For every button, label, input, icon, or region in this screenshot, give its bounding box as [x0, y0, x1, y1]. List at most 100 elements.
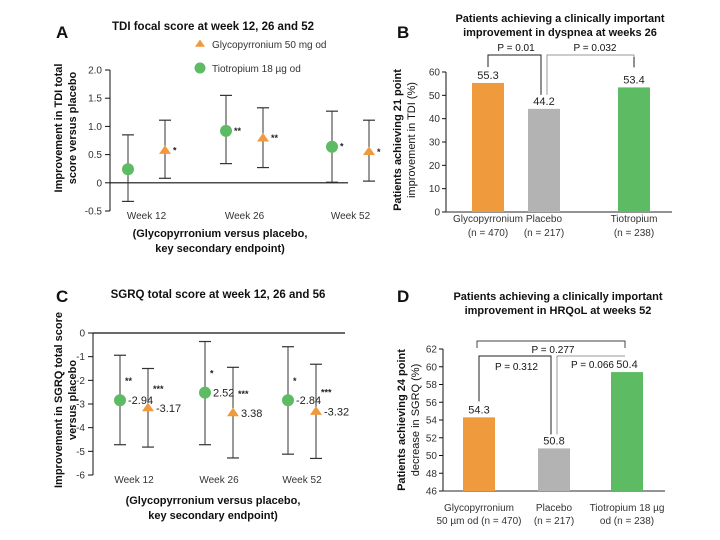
data-point-circle — [282, 394, 294, 407]
significance-marker: * — [210, 369, 214, 379]
bar-value-label: 50.8 — [543, 435, 564, 447]
bar-tiotropium — [611, 372, 643, 491]
x-tick-label: Tiotropium — [611, 214, 658, 225]
y-tick-label: 58 — [426, 380, 438, 391]
x-axis-label: key secondary endpoint) — [155, 243, 285, 255]
data-point-circle — [114, 394, 126, 407]
y-axis-label: Improvement in TDI total score versus pla… — [53, 64, 79, 193]
y-tick-label: 2.0 — [88, 66, 102, 77]
y-tick-label: 46 — [426, 487, 438, 498]
comparison-bracket: P = 0.312 — [478, 355, 552, 435]
legend-label: Tiotropium 18 µg od — [212, 64, 301, 75]
y-tick-label: 0 — [79, 329, 85, 340]
y-tick-label: 0.5 — [88, 150, 102, 161]
x-tick-sublabel: (n = 217) — [524, 228, 564, 239]
y-tick-label: -4 — [76, 423, 85, 434]
y-axis-label: Improvement in SGRQ total score versus pl… — [53, 312, 79, 488]
data-point-triangle — [142, 402, 154, 412]
y-axis-label: Patients achieving 21 point improvement i… — [392, 69, 418, 211]
significance-marker: *** — [238, 389, 249, 399]
panel-A: A TDI focal score at week 12, 26 and 52 -0… — [53, 21, 381, 255]
x-tick-label: Placebo — [536, 503, 573, 514]
bar-placebo — [538, 448, 570, 491]
chart-title: Patients achieving a clinically importan… — [453, 291, 662, 303]
y-tick-label: 30 — [429, 138, 441, 149]
x-tick-label: Week 12 — [127, 211, 167, 222]
comparison-bracket: P = 0.277 — [476, 340, 626, 356]
x-tick-sublabel: (n = 238) — [614, 228, 654, 239]
legend-marker-circle — [194, 62, 206, 74]
bracket-line — [478, 355, 552, 435]
y-tick-label: 52 — [426, 433, 438, 444]
y-tick-label: -5 — [76, 447, 85, 458]
bar-value-label: 44.2 — [533, 96, 554, 108]
panel-B: B Patients achieving a clinically importa… — [392, 13, 672, 239]
significance-marker: * — [173, 146, 177, 156]
panel-letter: A — [56, 23, 68, 42]
data-label: 3.38 — [241, 408, 262, 420]
legend-label: Glycopyrronium 50 mg od — [212, 40, 327, 51]
y-tick-label: 60 — [426, 362, 438, 373]
panel-C: C SGRQ total score at week 12, 26 and 56 0… — [53, 287, 349, 522]
y-tick-label: -1 — [76, 352, 85, 363]
p-value-label: P = 0.032 — [574, 43, 617, 54]
data-point-triangle — [310, 406, 322, 415]
chart-title: SGRQ total score at week 12, 26 and 56 — [111, 289, 326, 301]
panel-letter: B — [397, 23, 409, 42]
data-point-triangle — [227, 407, 239, 417]
significance-marker: ** — [271, 133, 279, 143]
y-tick-label: 1.5 — [88, 94, 102, 105]
bar-value-label: 53.4 — [623, 74, 644, 86]
x-tick-label: Glycopyrronium — [444, 503, 514, 514]
y-tick-label: -6 — [76, 471, 85, 482]
panel-letter: D — [397, 287, 409, 306]
data-label: -2.84 — [296, 395, 321, 407]
significance-marker: *** — [321, 388, 332, 398]
significance-marker: * — [293, 376, 297, 386]
data-label: 2.52 — [213, 388, 234, 400]
bracket-line — [476, 340, 626, 348]
y-tick-label: 50 — [429, 91, 441, 102]
data-label: -2.94 — [128, 395, 153, 407]
p-value-label: P = 0.277 — [532, 345, 575, 356]
p-value-label: P = 0.312 — [495, 362, 538, 373]
y-axis-label-line: Patients achieving 21 point — [392, 69, 404, 211]
y-tick-label: -2 — [76, 376, 85, 387]
chart-title: improvement in HRQoL at weeks 52 — [465, 305, 652, 317]
y-tick-label: 1.0 — [88, 122, 102, 133]
x-tick-label: Placebo — [526, 214, 563, 225]
y-axis-label-line: decrease in SGRQ (%) — [410, 364, 422, 476]
x-axis-label: (Glycopyrronium versus placebo, — [133, 228, 308, 240]
significance-marker: ** — [125, 376, 133, 386]
y-axis-label: Patients achieving 24 point decrease in S… — [396, 349, 422, 491]
x-tick-label: Week 12 — [114, 475, 154, 486]
significance-marker: * — [377, 147, 381, 157]
bar-value-label: 50.4 — [616, 359, 637, 371]
bar-placebo — [528, 108, 560, 212]
y-tick-label: 50 — [426, 451, 438, 462]
data-point-circle — [122, 163, 134, 176]
significance-marker: ** — [234, 126, 242, 136]
data-point-circle — [199, 386, 211, 399]
bracket-line — [487, 54, 542, 95]
y-tick-label: -0.5 — [85, 207, 103, 218]
x-tick-label: Tiotropium 18 µg — [590, 503, 665, 514]
bar-glycopyrronium — [472, 82, 504, 212]
data-label: -3.17 — [156, 403, 181, 415]
y-tick-label: 40 — [429, 114, 441, 125]
y-axis-label-line: Patients achieving 24 point — [396, 349, 408, 491]
x-tick-sublabel: 50 µm od (n = 470) — [437, 516, 522, 527]
bar-glycopyrronium — [463, 417, 495, 491]
y-tick-label: 60 — [429, 68, 441, 79]
y-tick-label: 20 — [429, 161, 441, 172]
comparison-bracket: P = 0.01 — [487, 43, 542, 95]
x-tick-label: Week 26 — [225, 211, 265, 222]
bracket-line — [556, 355, 625, 435]
x-tick-sublabel: (n = 217) — [534, 516, 574, 527]
legend-marker-triangle — [195, 39, 205, 47]
y-tick-label: 56 — [426, 398, 438, 409]
x-tick-sublabel: (n = 470) — [468, 228, 508, 239]
y-tick-label: 0 — [434, 208, 440, 219]
y-tick-label: 54 — [426, 416, 438, 427]
